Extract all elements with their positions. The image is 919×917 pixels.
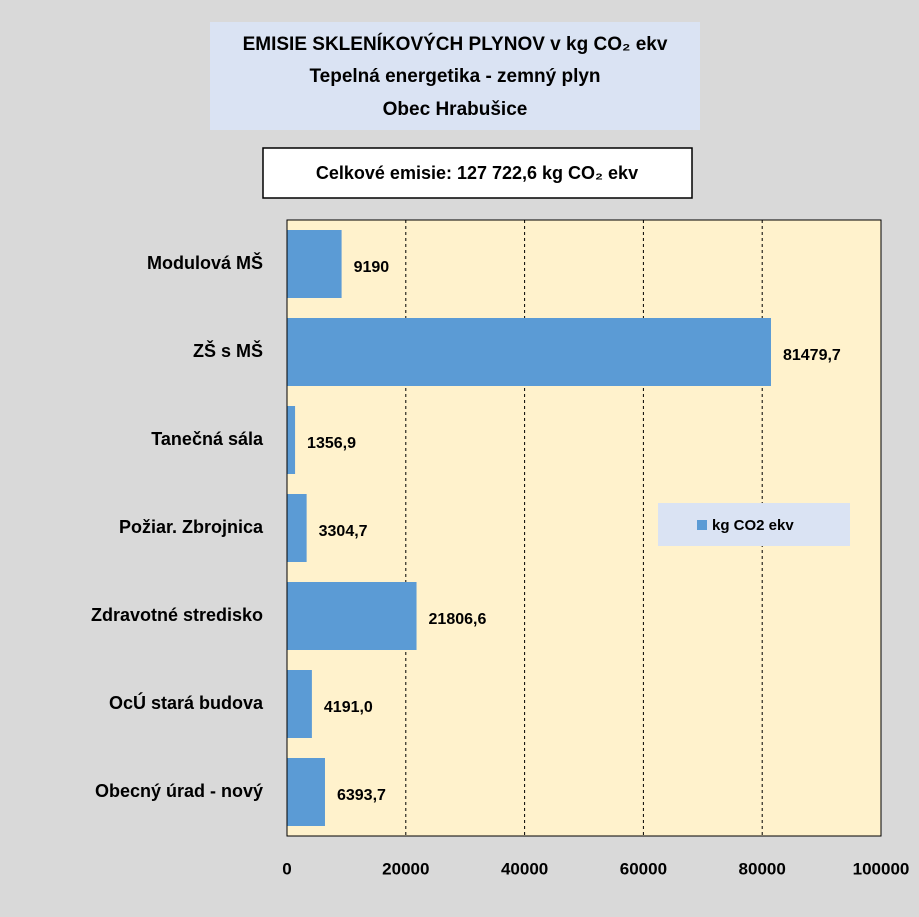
x-tick-label: 20000 (382, 859, 429, 878)
subtitle: Tepelná energetika - zemný plyn (309, 66, 600, 87)
x-tick-label: 80000 (739, 859, 786, 878)
bar (287, 670, 312, 738)
value-label: 81479,7 (783, 347, 841, 364)
bar (287, 494, 307, 562)
chart-title: EMISIE SKLENÍKOVÝCH PLYNOV v kg CO₂ ekv (243, 33, 668, 55)
value-label: 6393,7 (337, 787, 386, 804)
plot-border (286, 219, 882, 837)
x-tick-label: 0 (282, 859, 291, 878)
annotation: Celkové emisie: 127 722,6 kg CO₂ ekv (316, 163, 638, 183)
subtitle: Obec Hrabušice (383, 99, 528, 120)
bar (287, 406, 296, 474)
legend-label: kg CO2 ekv (712, 517, 794, 534)
y-tick-label: ZŠ s MŠ (193, 340, 263, 361)
bar (287, 318, 771, 386)
x-tick-label: 60000 (620, 859, 667, 878)
y-tick-label: Obecný úrad - nový (95, 781, 263, 801)
y-tick-label: Zdravotné stredisko (91, 605, 263, 625)
legend-box (658, 503, 850, 546)
y-tick-label: OcÚ stará budova (109, 692, 264, 713)
title-box (210, 22, 700, 130)
bar (287, 582, 417, 650)
bar (287, 758, 325, 826)
legend-swatch (697, 520, 707, 530)
value-label: 9190 (354, 259, 390, 276)
value-label: 1356,9 (307, 435, 356, 452)
value-label: 4191,0 (324, 699, 373, 716)
annotation-box (262, 147, 693, 199)
y-tick-label: Tanečná sála (151, 429, 264, 449)
x-tick-label: 100000 (853, 859, 910, 878)
y-tick-label: Požiar. Zbrojnica (119, 517, 264, 537)
value-label: 3304,7 (319, 523, 368, 540)
value-label: 21806,6 (429, 611, 487, 628)
x-tick-label: 40000 (501, 859, 548, 878)
bar (287, 230, 342, 298)
y-tick-label: Modulová MŠ (147, 252, 263, 273)
